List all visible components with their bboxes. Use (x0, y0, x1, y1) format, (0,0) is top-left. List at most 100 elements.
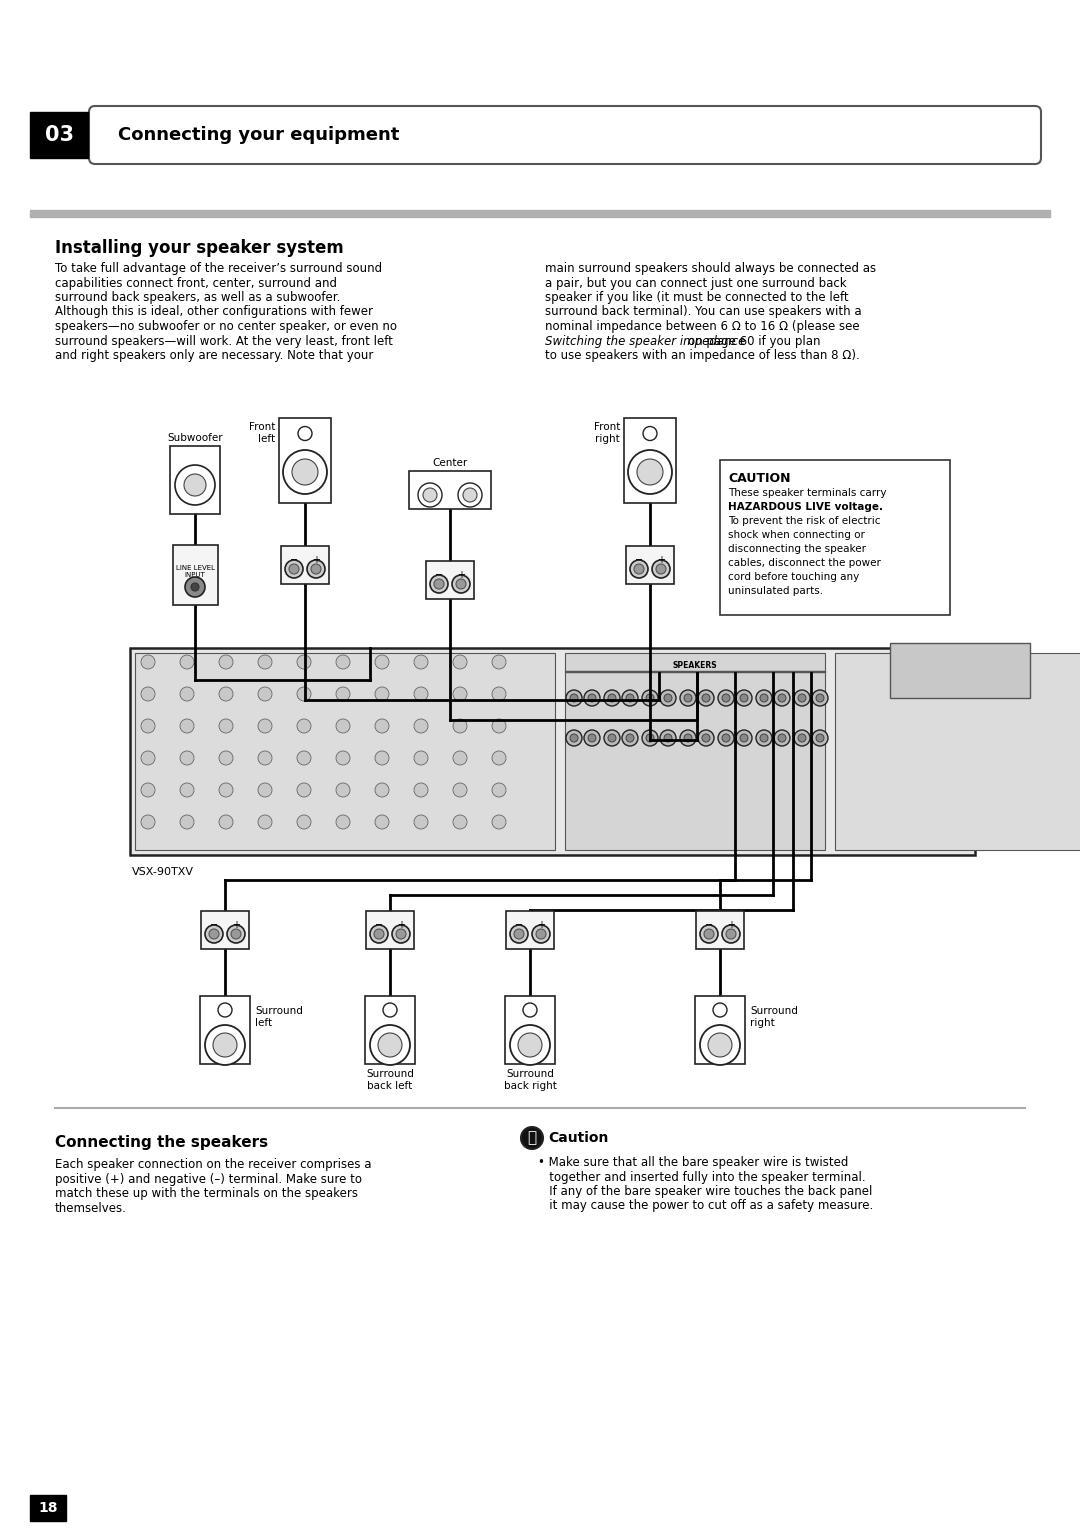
Circle shape (219, 814, 233, 830)
Circle shape (536, 929, 546, 940)
Bar (30, 209, 1050, 217)
Text: cord before touching any: cord before touching any (728, 571, 860, 582)
Circle shape (336, 656, 350, 669)
Circle shape (588, 694, 596, 701)
Text: These speaker terminals carry: These speaker terminals carry (728, 487, 887, 498)
Circle shape (458, 483, 482, 507)
Text: LINE LEVEL
INPUT: LINE LEVEL INPUT (175, 565, 215, 578)
Text: on page 60 if you plan: on page 60 if you plan (688, 335, 820, 347)
Circle shape (723, 924, 740, 943)
Circle shape (298, 426, 312, 440)
Circle shape (141, 782, 156, 798)
Circle shape (175, 465, 215, 504)
Circle shape (637, 458, 663, 484)
Text: • Make sure that all the bare speaker wire is twisted: • Make sure that all the bare speaker wi… (538, 1157, 849, 1169)
Text: +: + (537, 920, 545, 931)
Bar (30, 112, 87, 157)
Circle shape (626, 694, 634, 701)
Circle shape (664, 694, 672, 701)
Circle shape (713, 1002, 727, 1018)
Text: +: + (397, 920, 405, 931)
Circle shape (453, 688, 467, 701)
Circle shape (726, 929, 735, 940)
Text: 03: 03 (44, 125, 73, 145)
Circle shape (453, 720, 467, 733)
Circle shape (492, 720, 507, 733)
Circle shape (700, 924, 718, 943)
Circle shape (566, 691, 582, 706)
Circle shape (584, 691, 600, 706)
Circle shape (622, 730, 638, 746)
Circle shape (219, 750, 233, 766)
Text: +: + (232, 920, 240, 931)
Circle shape (704, 929, 714, 940)
Circle shape (210, 929, 219, 940)
Circle shape (141, 688, 156, 701)
Text: Although this is ideal, other configurations with fewer: Although this is ideal, other configurat… (55, 306, 373, 318)
Text: +: + (727, 920, 735, 931)
Circle shape (566, 730, 582, 746)
Bar (135, 652, 555, 850)
Circle shape (141, 814, 156, 830)
Circle shape (289, 564, 299, 575)
Circle shape (418, 483, 442, 507)
Text: shock when connecting or: shock when connecting or (728, 530, 865, 539)
Text: If any of the bare speaker wire touches the back panel: If any of the bare speaker wire touches … (538, 1186, 873, 1198)
Circle shape (518, 1033, 542, 1057)
Circle shape (510, 924, 528, 943)
Circle shape (227, 924, 245, 943)
Circle shape (297, 688, 311, 701)
Circle shape (370, 924, 388, 943)
Circle shape (492, 750, 507, 766)
Text: SPEAKERS: SPEAKERS (673, 662, 717, 671)
Circle shape (604, 691, 620, 706)
Bar (365, 996, 415, 1063)
Circle shape (205, 1025, 245, 1065)
Text: Center: Center (432, 458, 468, 468)
Circle shape (642, 691, 658, 706)
Bar (170, 446, 220, 513)
Bar (130, 648, 975, 856)
Circle shape (453, 814, 467, 830)
Text: speakers—no subwoofer or no center speaker, or even no: speakers—no subwoofer or no center speak… (55, 319, 397, 333)
Bar (624, 417, 676, 503)
Circle shape (297, 750, 311, 766)
Circle shape (383, 1002, 397, 1018)
Circle shape (604, 730, 620, 746)
Circle shape (185, 578, 205, 597)
Circle shape (798, 733, 806, 743)
Circle shape (622, 691, 638, 706)
Circle shape (664, 733, 672, 743)
Circle shape (231, 929, 241, 940)
Text: to use speakers with an impedance of less than 8 Ω).: to use speakers with an impedance of les… (545, 348, 860, 362)
Circle shape (375, 750, 389, 766)
Text: −: − (289, 555, 298, 565)
FancyBboxPatch shape (89, 105, 1041, 163)
Circle shape (492, 688, 507, 701)
Circle shape (375, 688, 389, 701)
Circle shape (336, 814, 350, 830)
Text: To prevent the risk of electric: To prevent the risk of electric (728, 516, 880, 526)
Circle shape (816, 733, 824, 743)
Circle shape (816, 694, 824, 701)
Circle shape (180, 688, 194, 701)
Circle shape (698, 691, 714, 706)
Text: Subwoofer: Subwoofer (167, 432, 222, 443)
Text: −: − (375, 920, 383, 931)
Circle shape (414, 688, 428, 701)
Circle shape (141, 656, 156, 669)
Text: CAUTION: CAUTION (728, 472, 791, 484)
Text: To take full advantage of the receiver’s surround sound: To take full advantage of the receiver’s… (55, 261, 382, 275)
Text: −: − (705, 920, 713, 931)
Circle shape (456, 579, 465, 588)
Bar (173, 545, 217, 605)
Circle shape (205, 924, 222, 943)
Circle shape (521, 1128, 543, 1149)
Circle shape (510, 1025, 550, 1065)
Circle shape (740, 733, 748, 743)
Circle shape (336, 720, 350, 733)
Text: cables, disconnect the power: cables, disconnect the power (728, 558, 881, 568)
Bar (30, 1494, 66, 1520)
Bar (696, 911, 744, 949)
Bar (507, 911, 554, 949)
